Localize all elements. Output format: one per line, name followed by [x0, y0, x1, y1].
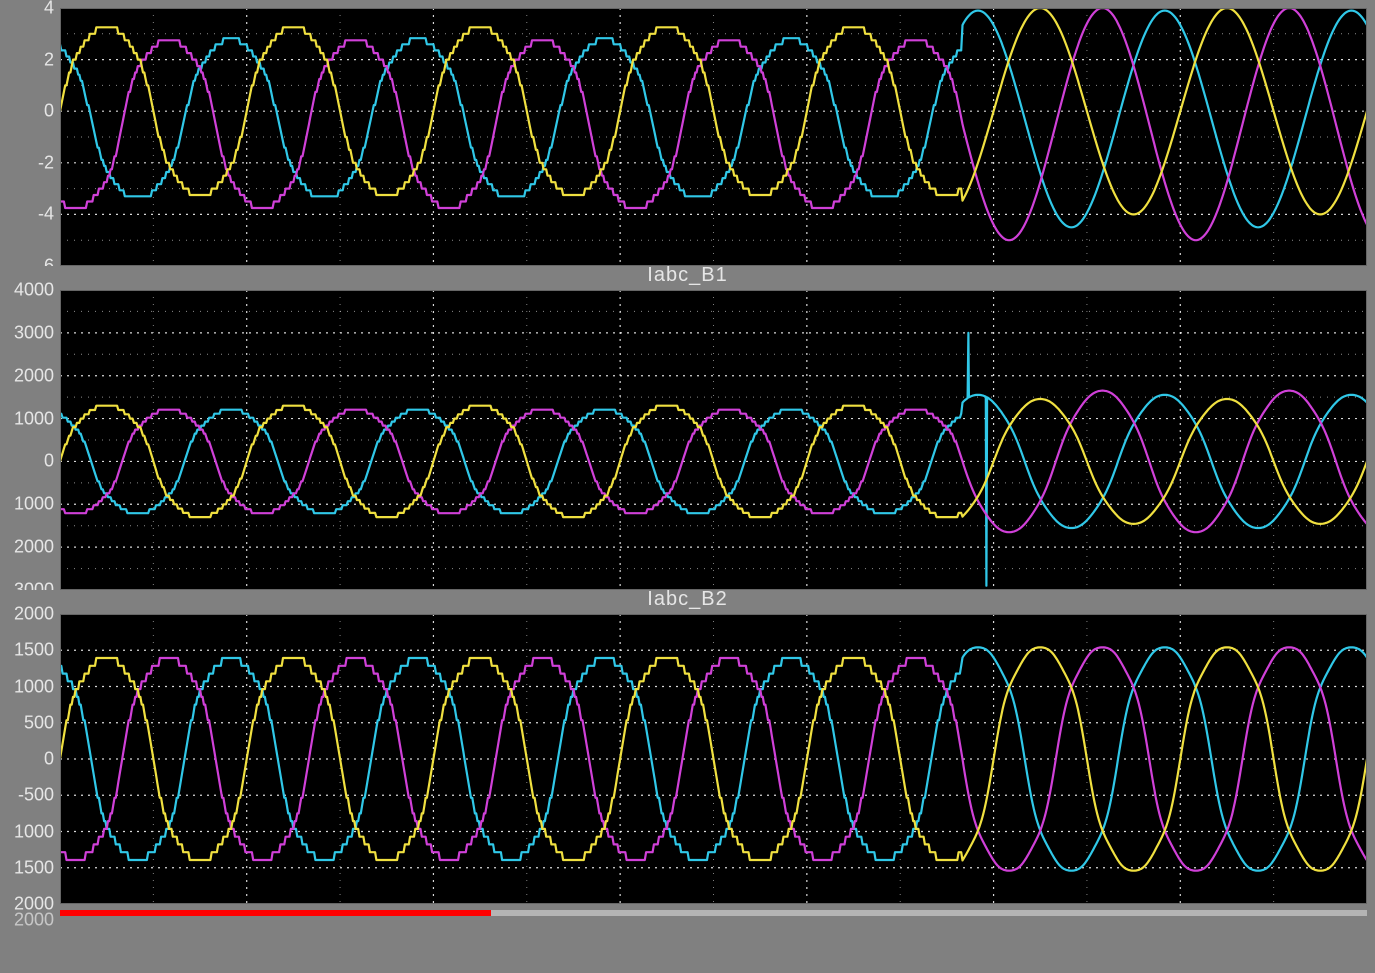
y-tick-label: 1000	[4, 821, 54, 842]
y-tick-label: 4000	[4, 280, 54, 301]
y-tick-label: 4	[4, 0, 54, 19]
panel-title: Iabc_B2	[0, 588, 1375, 611]
y-tick-label: 1000	[4, 408, 54, 429]
y-tick-label: 3000	[4, 322, 54, 343]
y-tick-label: -4	[4, 204, 54, 225]
panel-vabc: 420-2-4-6	[0, 0, 1375, 266]
y-tick-label: 2000	[4, 365, 54, 386]
progress-played	[60, 910, 491, 916]
panels-host: 420-2-4-6Iabc_B1400030002000100001000200…	[0, 0, 1375, 922]
y-tick-label: 2000	[4, 537, 54, 558]
panel-title: Iabc_B1	[0, 264, 1375, 287]
y-tick-label: 0	[4, 451, 54, 472]
progress-remaining	[491, 910, 1367, 916]
playback-progress[interactable]: 2000	[60, 904, 1367, 922]
y-tick-label: -500	[4, 785, 54, 806]
y-tick-label: 1500	[4, 640, 54, 661]
trace-phase-b	[60, 8, 1367, 240]
plot-svg	[60, 290, 1367, 590]
plot-svg	[60, 614, 1367, 904]
y-tick-label: 2000	[4, 910, 54, 931]
y-tick-label: 1000	[4, 494, 54, 515]
panel-iabc_b2: Iabc_B2 2000150010005000-500100015002000	[0, 590, 1375, 904]
plot-area[interactable]: 40003000200010000100020003000	[60, 290, 1367, 590]
y-tick-label: 1500	[4, 857, 54, 878]
y-tick-label: 2000	[4, 604, 54, 625]
y-tick-label: 1000	[4, 676, 54, 697]
plot-svg	[60, 8, 1367, 266]
plot-area[interactable]: 2000150010005000-500100015002000	[60, 614, 1367, 904]
scope-window: 420-2-4-6Iabc_B1400030002000100001000200…	[0, 0, 1375, 922]
plot-area[interactable]: 420-2-4-6	[60, 8, 1367, 266]
y-tick-label: -2	[4, 152, 54, 173]
y-tick-label: 500	[4, 712, 54, 733]
y-tick-label: 0	[4, 749, 54, 770]
y-tick-label: 0	[4, 101, 54, 122]
panel-iabc_b1: Iabc_B1 40003000200010000100020003000	[0, 266, 1375, 590]
y-tick-label: 2	[4, 49, 54, 70]
